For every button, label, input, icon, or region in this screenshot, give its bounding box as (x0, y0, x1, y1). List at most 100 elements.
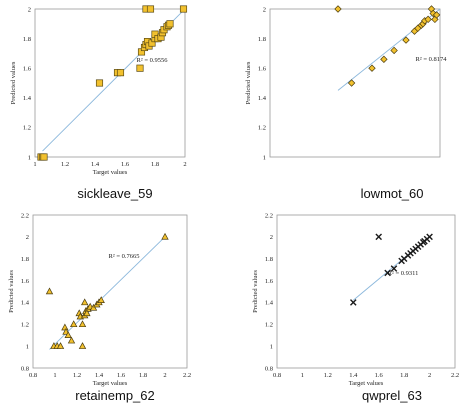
y-tick-label: 1.4 (258, 95, 267, 102)
chart-caption-qwprel-63: qwprel_63 (362, 388, 422, 403)
data-point-2-20 (78, 320, 87, 328)
data-point-1-5 (402, 36, 410, 44)
data-point-3-2 (384, 269, 391, 277)
data-point-3-15 (426, 233, 433, 241)
data-point-3-1 (375, 233, 383, 241)
chart-lowmot-60: 1 1.2 1.4 1.6 1.8 2 Predicted values R² = 0.817… (245, 5, 447, 161)
data-point-2-19 (97, 296, 105, 303)
x-tick-label: 2.2 (451, 372, 459, 379)
x-tick-label: 1.2 (73, 372, 81, 379)
x-tick-label: 1.4 (95, 372, 104, 379)
y-axis-label: Predicted values (10, 61, 17, 104)
chart-caption-lowmot-60: lowmot_60 (360, 186, 424, 201)
plot-area (34, 8, 186, 158)
y-tick-label: 1 (263, 154, 266, 161)
data-point-3-3 (390, 265, 398, 272)
x-tick-label: 1.4 (349, 372, 358, 379)
data-point-2-8 (70, 320, 78, 328)
x-tick-label: 1.6 (117, 372, 126, 379)
y-tick-label: 2 (263, 6, 266, 13)
data-point-2-0 (45, 287, 54, 295)
x-tick-label: 0.8 (273, 372, 281, 379)
data-point-2-11 (78, 342, 87, 349)
x-tick-label: 1.8 (151, 161, 159, 168)
y-tick-label: 1.4 (23, 95, 32, 102)
data-point-0-23 (146, 5, 155, 13)
y-tick-label: 1.8 (265, 256, 273, 263)
y-tick-label: 1.6 (265, 278, 274, 285)
plot-area (276, 214, 456, 369)
y-tick-label: 1.6 (258, 66, 267, 73)
y-tick-label: 1.2 (265, 322, 273, 329)
x-tick-label: 1.4 (91, 161, 100, 168)
data-point-2-3 (56, 342, 65, 349)
y-tick-label: 1.2 (21, 322, 29, 329)
data-point-0-2 (40, 153, 48, 161)
y-tick-label: 2 (26, 234, 29, 241)
r-squared-label: R² = 0.9311 (388, 270, 419, 277)
y-tick-label: 1.6 (23, 66, 32, 73)
x-tick-label: 2 (428, 372, 431, 379)
data-points (334, 5, 441, 87)
x-tick-label: 2 (163, 372, 166, 379)
data-point-2-21 (81, 298, 89, 306)
x-tick-label: 0.8 (29, 372, 37, 379)
x-tick-label: 2 (183, 161, 186, 168)
x-tick-label: 1 (53, 372, 56, 379)
data-point-0-3 (95, 79, 104, 87)
chart-caption-retainemp-62: retainemp_62 (75, 388, 155, 403)
data-point-2-23 (161, 232, 169, 240)
data-points (37, 5, 188, 161)
y-tick-label: 1.8 (23, 36, 31, 43)
x-axis-label: Target values (349, 380, 384, 387)
y-tick-label: 1.2 (23, 125, 31, 132)
x-axis-label: Target values (93, 169, 128, 176)
data-point-3-0 (349, 299, 357, 306)
y-tick-label: 1.2 (258, 125, 266, 132)
data-point-2-4 (61, 323, 69, 331)
y-tick-label: 2.2 (21, 212, 29, 219)
y-tick-label: 0.8 (265, 365, 273, 372)
chart-qwprel-63: 0.8 1 1.2 1.4 1.6 1.8 2 2.2 0.8 1 1.2 1.4 1.6 1.8 2 2.2… (252, 212, 459, 387)
x-tick-label: 1.2 (324, 372, 332, 379)
data-point-1-11 (424, 15, 432, 24)
r-squared-label: R² = 0.9556 (136, 57, 168, 64)
y-tick-label: 1.8 (21, 256, 29, 263)
trendline (49, 236, 166, 350)
data-point-1-2 (368, 64, 376, 72)
x-tick-label: 1.6 (121, 161, 130, 168)
data-point-1-15 (432, 11, 441, 19)
data-point-2-6 (64, 331, 72, 338)
data-point-2-7 (67, 336, 76, 344)
y-tick-label: 1 (26, 343, 29, 350)
r-squared-label: R² = 0.8174 (415, 56, 447, 63)
data-point-1-3 (380, 55, 388, 64)
y-tick-label: 1 (28, 154, 31, 161)
data-points (349, 233, 433, 306)
y-axis-label: Predicted values (245, 61, 252, 104)
y-axis-label: Predicted values (8, 270, 15, 313)
plot-area (32, 214, 188, 369)
data-point-0-21 (166, 20, 174, 28)
data-point-2-22 (83, 309, 91, 317)
x-tick-label: 1.2 (61, 161, 69, 168)
y-tick-label: 1.6 (21, 278, 30, 285)
y-tick-label: 0.8 (21, 365, 29, 372)
x-axis-label: Target values (93, 380, 128, 387)
r-squared-label: R² = 0.7665 (108, 253, 139, 260)
y-tick-label: 2.2 (265, 212, 273, 219)
x-tick-label: 1.8 (139, 372, 147, 379)
y-tick-label: 1 (270, 343, 273, 350)
x-tick-label: 1.8 (400, 372, 408, 379)
x-tick-label: 1.6 (375, 372, 384, 379)
x-tick-label: 2.2 (183, 372, 191, 379)
y-tick-label: 2 (28, 6, 31, 13)
data-points (45, 232, 169, 349)
chart-sickleave-59: 1 1.2 1.4 1.6 1.8 2 1 1.2 1.4 1.6 1.8 2 Target value… (10, 5, 188, 176)
x-tick-label: 1 (33, 161, 36, 168)
data-point-2-16 (89, 303, 98, 311)
y-tick-label: 1.8 (258, 36, 266, 43)
y-tick-label: 2 (270, 234, 273, 241)
y-axis-label: Predicted values (252, 270, 259, 313)
y-tick-label: 1.4 (21, 300, 30, 307)
